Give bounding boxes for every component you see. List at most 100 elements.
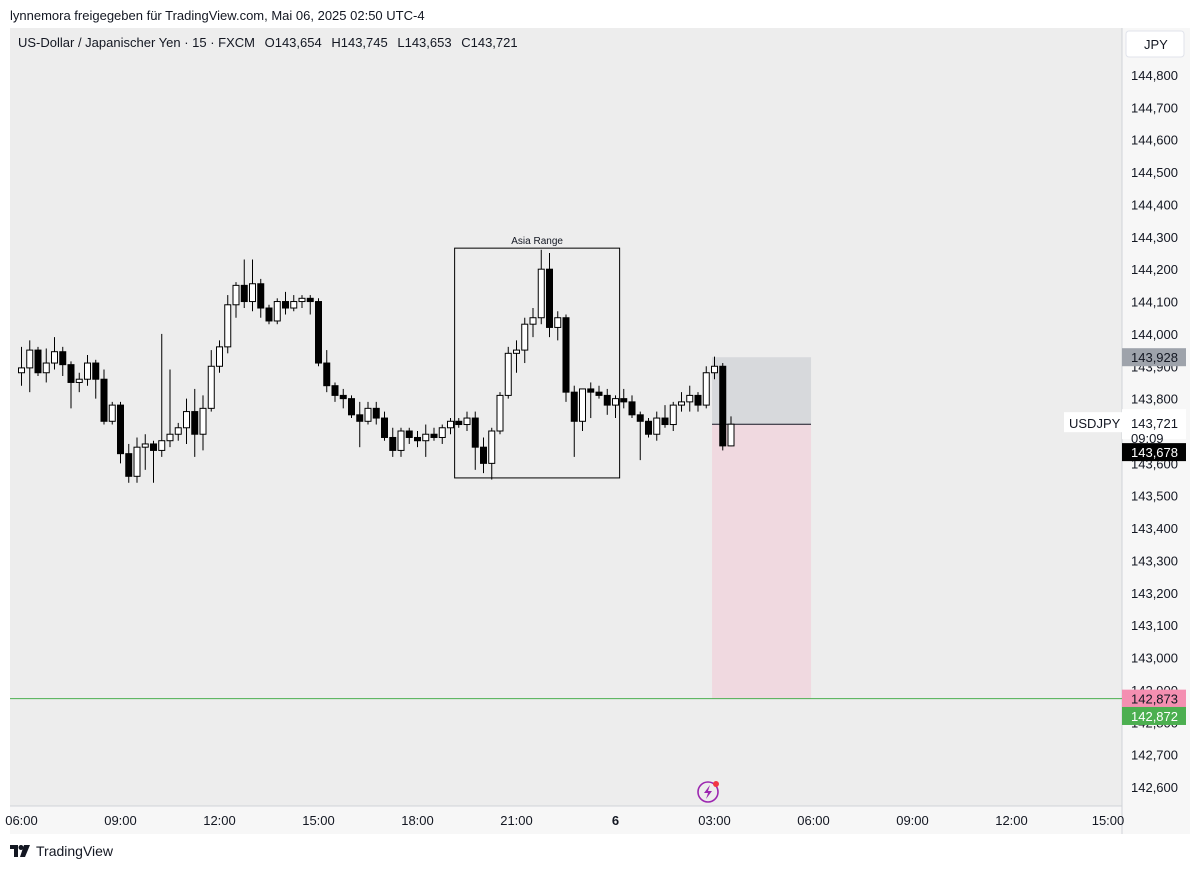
time-tick-label: 15:00 [1092, 813, 1125, 828]
candle-body [397, 430, 405, 451]
candle-body [356, 414, 364, 422]
price-label-bg [1122, 706, 1186, 725]
candle [719, 363, 727, 451]
candle [372, 401, 380, 425]
candle-body [480, 446, 487, 464]
candle-body [587, 388, 595, 393]
tradingview-logo-icon [10, 845, 30, 857]
candle [42, 348, 50, 383]
candle-body [537, 268, 545, 319]
price-tick-label: 144,800 [1131, 68, 1178, 83]
current-price-label: 143,721 [1131, 416, 1178, 431]
candle [298, 295, 306, 309]
price-tick-label: 143,400 [1131, 521, 1178, 536]
candle [158, 333, 166, 457]
currency-button[interactable] [1125, 30, 1185, 58]
lightning-alert-icon[interactable] [697, 781, 719, 803]
candle-body [158, 440, 166, 451]
candles[interactable] [18, 249, 735, 483]
candle [117, 401, 124, 464]
candle [653, 411, 661, 441]
candle-body [686, 394, 694, 403]
candle [92, 359, 100, 399]
candle [59, 346, 67, 376]
legend-open: O143,654 [265, 35, 322, 50]
asia-range-box[interactable]: Asia Range [454, 236, 621, 479]
candle [224, 295, 232, 354]
price-tick-label: 144,100 [1131, 295, 1178, 310]
price-tick-label: 144,400 [1131, 197, 1178, 212]
candle-body [100, 378, 108, 422]
candle-body [645, 420, 652, 435]
time-tick-label: 06:00 [797, 813, 830, 828]
candle [447, 418, 454, 435]
candle-body [694, 394, 702, 406]
time-tick-label: 12:00 [203, 813, 236, 828]
candle-body [521, 323, 529, 351]
candle-body [42, 362, 50, 374]
position-zones[interactable] [712, 357, 812, 699]
candle-body [84, 362, 91, 380]
candle [265, 304, 273, 325]
legend-low: L143,653 [397, 35, 451, 50]
legend: US-Dollar / Japanischer Yen · 15 · FXCM … [18, 35, 518, 50]
candle-body [224, 304, 232, 348]
candle [537, 249, 545, 325]
time-tick-label: 06:00 [5, 813, 38, 828]
price-tick-label: 142,600 [1131, 780, 1178, 795]
candle-body [678, 401, 685, 406]
chart-pane[interactable] [10, 28, 1122, 806]
candle [480, 437, 487, 474]
candle-body [430, 433, 438, 438]
candle [26, 340, 34, 393]
stop-loss-zone [712, 357, 812, 425]
price-tick-label: 144,200 [1131, 262, 1178, 277]
candle [166, 369, 174, 448]
candle [455, 418, 463, 428]
candle-body [249, 283, 256, 303]
candle [125, 443, 133, 483]
candle-body [603, 394, 611, 406]
candle-body [447, 420, 454, 429]
candle-body [554, 317, 562, 328]
candle-body [546, 268, 553, 328]
time-axis[interactable] [10, 806, 1122, 834]
candle [471, 411, 479, 470]
candle-body [636, 414, 644, 422]
price-label-bg [1122, 443, 1186, 462]
candle-body [661, 417, 669, 426]
price-tick-label: 143,200 [1131, 586, 1178, 601]
candle-body [290, 301, 298, 309]
candle-body [117, 404, 124, 455]
candle-body [282, 301, 289, 309]
candle [504, 346, 512, 399]
candle-body [348, 398, 355, 416]
candle-body [51, 351, 58, 364]
candle-body [199, 407, 207, 435]
candle [273, 298, 281, 325]
candle-body [669, 404, 677, 426]
tradingview-brand[interactable]: TradingView [10, 843, 113, 859]
price-tick-label: 142,700 [1131, 748, 1178, 763]
candle [348, 395, 355, 419]
candle [612, 395, 619, 419]
legend-high: H143,745 [331, 35, 387, 50]
candle-body [504, 352, 512, 396]
candle [430, 427, 438, 441]
candle-body [216, 346, 223, 367]
candle [636, 411, 644, 461]
candle-body [702, 372, 710, 406]
candle-body [125, 453, 133, 477]
candle-body [257, 283, 265, 309]
candle-body [653, 417, 661, 435]
candle [191, 388, 199, 457]
share-info-text: lynnemora freigegeben für TradingView.co… [10, 8, 425, 23]
candle-body [207, 365, 215, 409]
candle [513, 340, 520, 373]
candle-body [496, 394, 504, 432]
candle-body [422, 433, 430, 442]
candle [108, 401, 116, 425]
candle-body [579, 388, 586, 422]
